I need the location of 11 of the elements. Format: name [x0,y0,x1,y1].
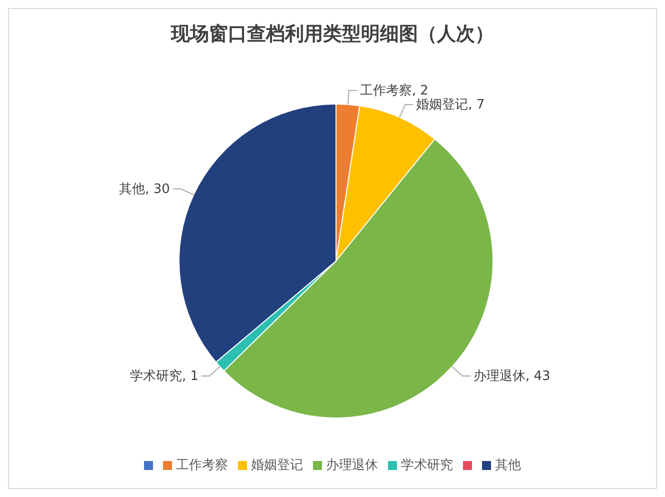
data-label: 其他, 30 [119,182,170,197]
data-label: 办理退休, 43 [474,369,550,384]
legend-label: 办理退休 [325,457,378,474]
legend-label: 其他 [494,457,521,474]
data-label: 学术研究, 1 [130,369,198,384]
data-label: 工作考察, 2 [360,82,428,98]
legend-label: 婚姻登记 [250,457,303,474]
legend-label: 学术研究 [400,457,453,474]
legend-label: 工作考察 [175,457,228,474]
chart-title: 现场窗口查档利用类型明细图（人次） [170,22,495,47]
data-label: 婚姻登记, 7 [416,98,485,113]
